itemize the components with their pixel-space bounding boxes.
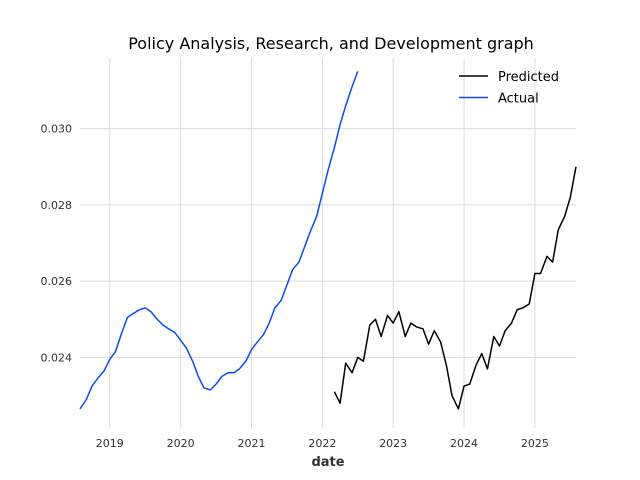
series-line-actual: [79, 71, 359, 410]
x-axis: 2019 2020 2021 2022 2023 2024 2025: [96, 437, 549, 450]
x-tick-label: 2023: [379, 437, 407, 450]
x-tick-label: 2024: [450, 437, 478, 450]
x-tick-label: 2025: [521, 437, 549, 450]
series-line-predicted: [333, 166, 577, 410]
legend: Predicted Actual: [459, 70, 559, 107]
x-tick-label: 2022: [308, 437, 336, 450]
x-tick-label: 2020: [167, 437, 195, 450]
series-lines: [79, 71, 577, 410]
y-tick-label: 0.026: [41, 275, 73, 288]
y-tick-label: 0.028: [41, 199, 73, 212]
y-axis: 0.024 0.026 0.028 0.030: [41, 123, 73, 365]
x-tick-label: 2021: [237, 437, 265, 450]
y-tick-label: 0.030: [41, 123, 73, 136]
legend-label: Actual: [498, 92, 539, 107]
chart-title: Policy Analysis, Research, and Developme…: [128, 34, 534, 53]
legend-label: Predicted: [498, 70, 559, 85]
x-tick-label: 2019: [96, 437, 124, 450]
grid: [80, 58, 576, 428]
x-axis-label: date: [311, 455, 344, 470]
y-tick-label: 0.024: [41, 351, 73, 364]
